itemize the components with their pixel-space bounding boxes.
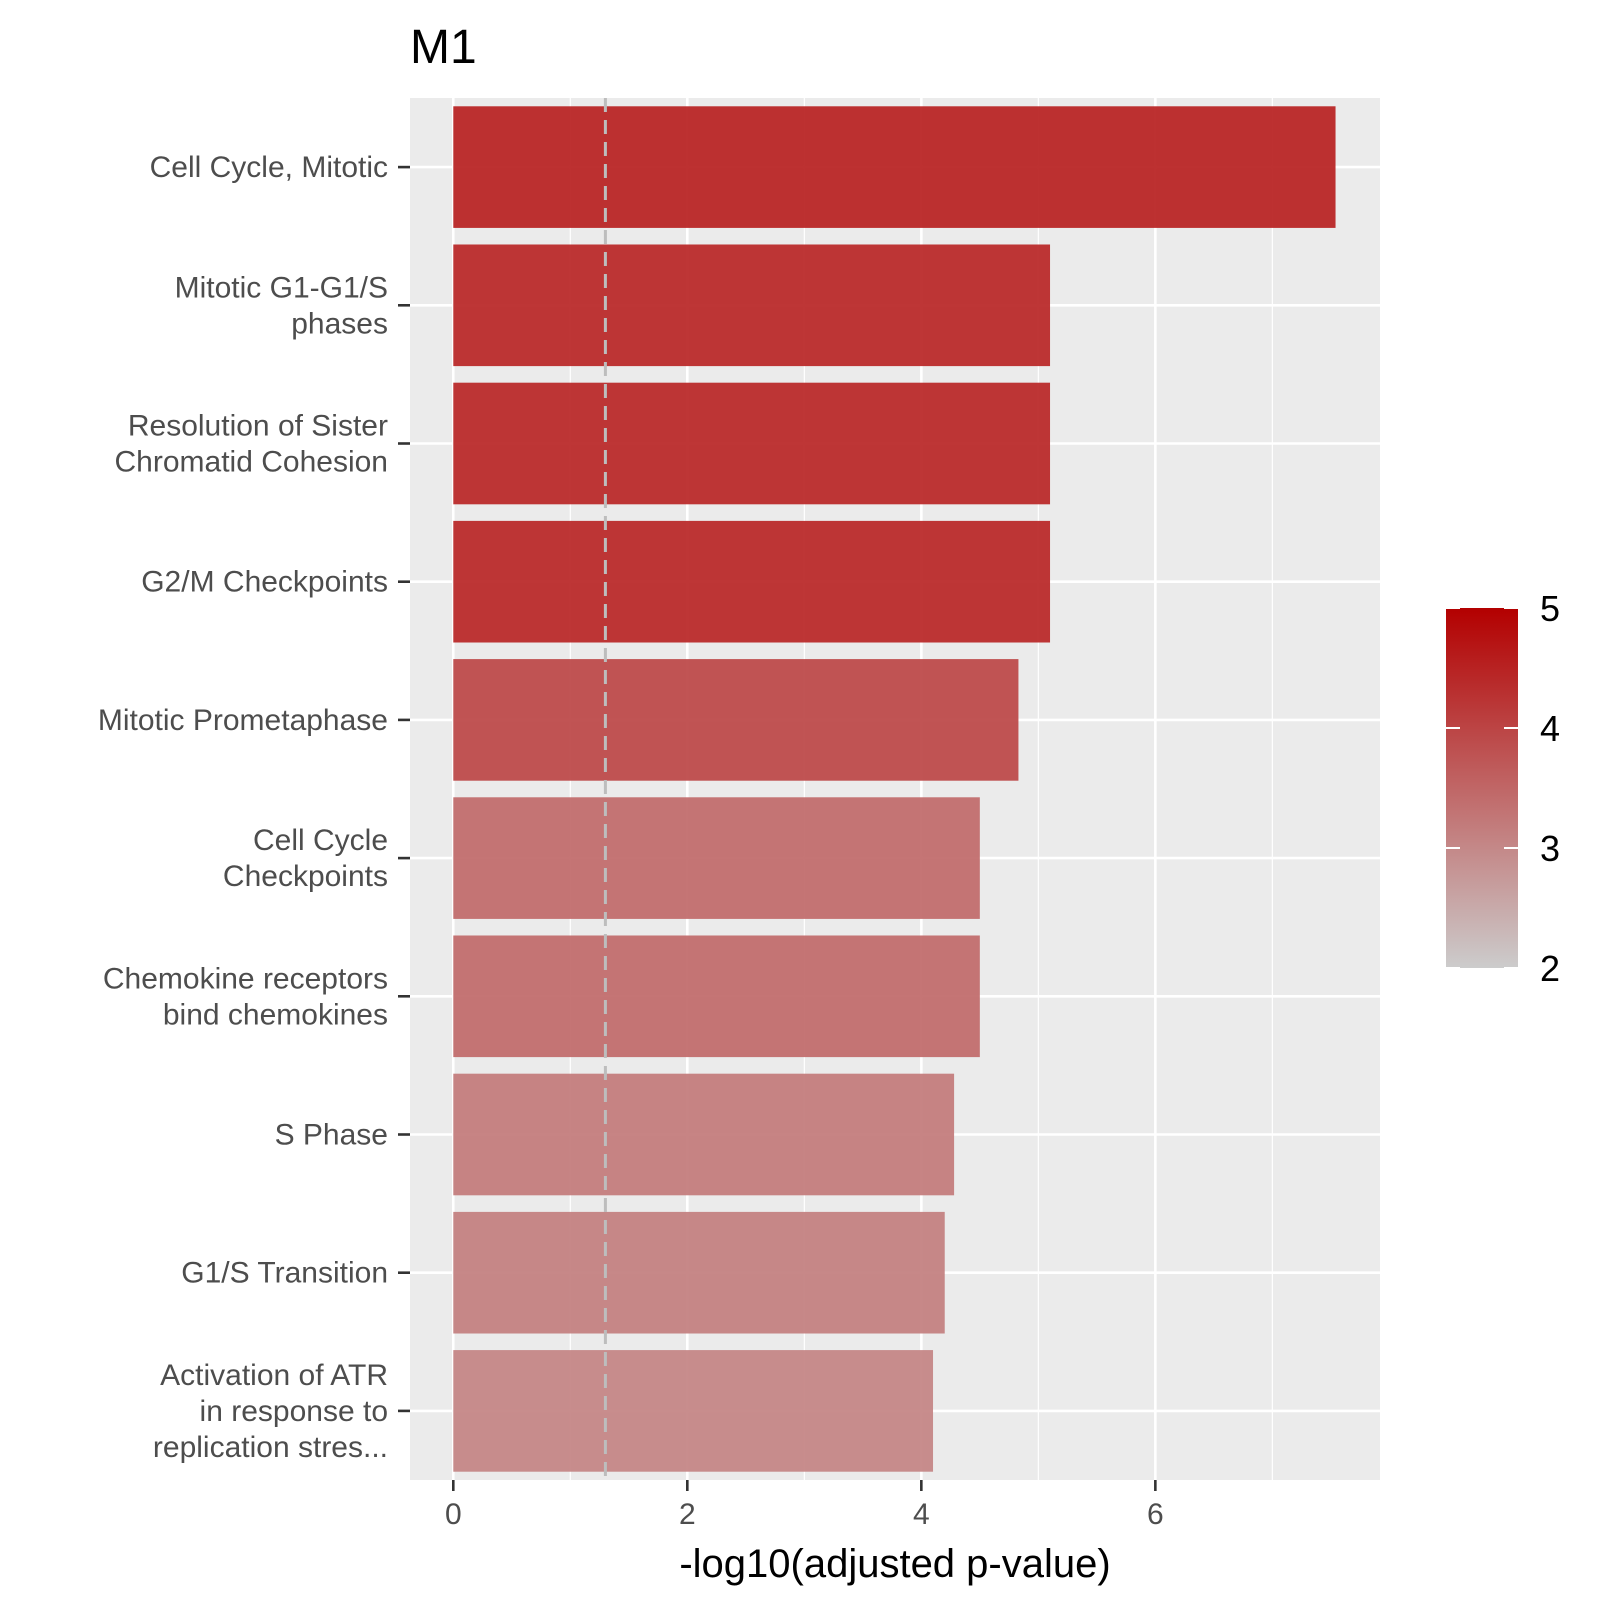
y-tick-label: Chemokine receptors bind chemokines [103, 962, 388, 1031]
y-tick-label: Mitotic G1-G1/S phases [175, 271, 388, 340]
y-tick-label-line: S Phase [275, 1119, 388, 1152]
y-tick-label-line: Mitotic Prometaphase [98, 704, 388, 737]
y-tick-label-line: G2/M Checkpoints [141, 566, 388, 599]
y-tick-label-line: Resolution of Sister [128, 410, 388, 443]
y-tick-label: S Phase [275, 1119, 388, 1152]
x-axis: 0 2 4 6 [445, 1480, 1164, 1531]
bar [453, 244, 1051, 367]
bar [453, 106, 1336, 228]
y-tick-label-line: replication stres... [153, 1431, 388, 1464]
colorbar-tick-label: 5 [1540, 588, 1560, 629]
colorbar-tick-label: 4 [1540, 708, 1560, 749]
y-tick-label: G2/M Checkpoints [141, 566, 388, 599]
y-tick-label-line: Cell Cycle [253, 824, 388, 857]
y-tick-label-line: Activation of ATR [160, 1359, 388, 1392]
y-tick-label: Resolution of Sister Chromatid Cohesion [115, 410, 388, 479]
y-tick-label-line: G1/S Transition [181, 1257, 388, 1290]
colorbar-tick-label: 2 [1540, 948, 1560, 989]
y-tick-label-line: Checkpoints [223, 860, 388, 893]
y-tick-label: G1/S Transition [181, 1257, 388, 1290]
y-tick-label-line: Cell Cycle, Mitotic [150, 151, 388, 184]
bar [453, 935, 980, 1058]
y-tick-label-line: bind chemokines [163, 998, 388, 1031]
colorbar-legend: 2 3 4 5 [1446, 588, 1560, 989]
bar [453, 1211, 945, 1334]
y-tick-label: Mitotic Prometaphase [98, 704, 388, 737]
bar [453, 520, 1051, 643]
bar [453, 1073, 955, 1196]
y-tick-label-line: Chromatid Cohesion [115, 446, 388, 479]
x-axis-label: -log10(adjusted p-value) [679, 1542, 1110, 1586]
colorbar-gradient [1446, 608, 1518, 968]
bar [453, 659, 1019, 781]
bar [453, 797, 980, 919]
y-tick-label: Cell Cycle, Mitotic [150, 151, 388, 184]
x-tick-label: 6 [1147, 1498, 1164, 1531]
x-tick-label: 0 [445, 1498, 462, 1531]
x-tick-label: 4 [913, 1498, 930, 1531]
y-tick-label: Activation of ATR in response to replicati… [153, 1359, 388, 1464]
y-tick-label-line: Mitotic G1-G1/S [175, 271, 388, 304]
y-tick-label-line: in response to [200, 1395, 388, 1428]
chart-title: M1 [410, 21, 477, 74]
bar [453, 382, 1051, 505]
y-tick-label-line: Chemokine receptors [103, 962, 388, 995]
y-tick-label-line: phases [291, 307, 388, 340]
y-tick-label: Cell Cycle Checkpoints [223, 824, 388, 893]
bar [453, 1350, 934, 1472]
x-tick-label: 2 [679, 1498, 696, 1531]
bars [453, 106, 1336, 1472]
colorbar-tick-label: 3 [1540, 828, 1560, 869]
y-axis: Cell Cycle, Mitotic Mitotic G1-G1/S phases… [98, 151, 410, 1464]
